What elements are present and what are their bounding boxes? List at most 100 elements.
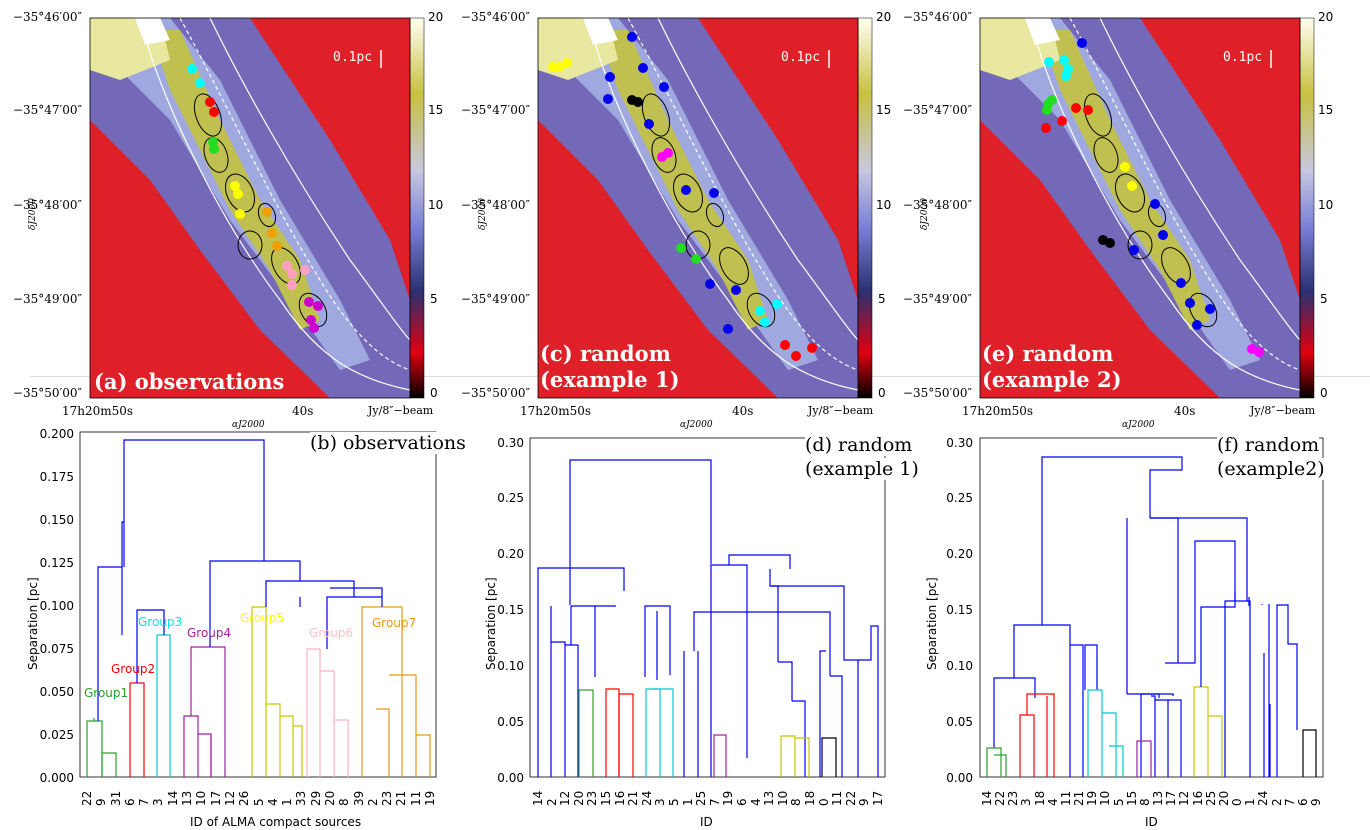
id-tick-label: 15 [1124, 790, 1139, 806]
map-a-ytick-2: −35°48′00″ [12, 198, 82, 212]
id-tick-label: 14 [165, 790, 180, 806]
group3-label: Group3 [138, 615, 183, 629]
map-e-cbar-15: 15 [1318, 103, 1334, 117]
dendro-d-ytick-3: 0.15 [497, 603, 524, 617]
map-a-yaxis-label: δJ2000 [28, 198, 38, 230]
map-c-cbar-5: 5 [878, 292, 886, 306]
id-tick-label: 3 [151, 798, 166, 806]
id-tick-label: 7 [137, 798, 152, 806]
id-tick-label: 12 [558, 790, 573, 806]
map-e-cbar-0: 0 [1320, 386, 1328, 400]
dendro-f-xlabel: ID [1145, 815, 1158, 829]
dendro-d-xlabel: ID [700, 815, 713, 829]
id-tick-label: 10 [1098, 790, 1113, 806]
id-tick-label: 6 [1295, 798, 1310, 806]
id-tick-label: 8 [1137, 798, 1152, 806]
id-tick-label: 20 [571, 790, 586, 806]
id-tick-label: 4 [265, 798, 280, 806]
group6-label: Group6 [309, 626, 354, 640]
group2-label: Group2 [111, 662, 156, 676]
dendro-d-ytick-5: 0.25 [497, 491, 524, 505]
dendro-d-ytick-2: 0.10 [497, 659, 524, 673]
dendro-f-ytick-2: 0.10 [946, 659, 973, 673]
dendro-b-title: (b) observations [310, 432, 466, 454]
dendro-f-ytick-4: 0.20 [946, 547, 973, 561]
dendrogram-panel-f: 0.00 0.05 0.10 0.15 0.20 0.25 0.30 Separ… [895, 430, 1345, 830]
map-c-ytick-0: −35°46′00″ [460, 10, 530, 24]
dendro-f-title-1: (f) random [1217, 434, 1320, 456]
id-tick-label: 9 [1309, 798, 1323, 806]
id-tick-label: 9 [94, 798, 109, 806]
id-tick-label: 3 [1019, 798, 1034, 806]
map-a-cbar-0: 0 [430, 386, 438, 400]
id-tick-label: 20 [322, 790, 337, 806]
id-tick-label: 4 [1045, 798, 1060, 806]
dendrogram-b-plot [79, 431, 437, 778]
dendro-d-title-1: (d) random [805, 434, 913, 456]
dendro-b-xlabel: ID of ALMA compact sources [190, 815, 362, 829]
id-tick-label: 24 [1256, 790, 1271, 806]
dendro-b-ytick-4: 0.100 [39, 599, 74, 613]
map-c-cbar-10: 10 [876, 198, 892, 212]
id-tick-label: 2 [544, 798, 559, 806]
id-tick-label: 24 [639, 790, 654, 806]
map-a-ytick-1: −35°47′00″ [12, 103, 82, 117]
dendro-b-ytick-5: 0.125 [39, 556, 74, 570]
map-e-cbar-unit: Jy/8″−beam [1250, 404, 1316, 417]
id-tick-label: 15 [599, 790, 613, 806]
id-tick-label: 39 [351, 790, 366, 806]
map-a-cbar-10: 10 [428, 198, 444, 212]
id-tick-label: 6 [122, 798, 137, 806]
id-tick-label: 6 [735, 798, 749, 806]
dendro-b-ytick-1: 0.025 [39, 728, 74, 742]
group1-label: Group1 [84, 686, 129, 700]
dendro-f-ytick-0: 0.00 [946, 771, 973, 785]
group7-label: Group7 [372, 616, 417, 630]
map-a-ytick-4: −35°50′00″ [12, 386, 82, 400]
id-tick-label: 11 [830, 790, 845, 806]
id-tick-label: 13 [762, 790, 777, 806]
id-tick-label: 2 [365, 798, 380, 806]
dendro-b-ytick-6: 0.150 [39, 513, 74, 527]
dendro-f-ytick-3: 0.15 [946, 603, 973, 617]
id-tick-label: 3 [653, 798, 668, 806]
id-tick-label: 14 [980, 790, 994, 806]
map-c-xtick-1: 40s [732, 404, 754, 418]
id-tick-label: 2 [1269, 798, 1284, 806]
id-tick-label: 16 [1190, 790, 1205, 806]
id-tick-label: 5 [1111, 798, 1126, 806]
id-tick-label: 8 [789, 798, 804, 806]
id-tick-label: 29 [308, 790, 323, 806]
map-e-xtick-0: 17h20m50s [962, 404, 1034, 418]
map-c-panel-label-2: (example 1) [540, 367, 680, 392]
map-c-ytick-1: −35°47′00″ [460, 103, 530, 117]
id-tick-label: 21 [1072, 790, 1087, 806]
id-tick-label: 7 [707, 798, 722, 806]
id-tick-label: 13 [1151, 790, 1166, 806]
id-tick-label: 23 [585, 790, 600, 806]
id-tick-label: 33 [294, 790, 309, 806]
map-c-yaxis-label: δJ2000 [478, 198, 488, 230]
dendro-d-ylabel: Separation [pc] [484, 577, 498, 670]
dendrogram-f-plot [979, 437, 1324, 778]
map-panel-a: −35°46′00″ −35°47′00″ −35°48′00″ −35°49′… [0, 0, 450, 430]
id-tick-label: 12 [1177, 790, 1192, 806]
group5-label: Group5 [240, 611, 285, 625]
map-a-sources [187, 64, 323, 333]
dendro-b-ytick-7: 0.175 [39, 470, 74, 484]
dendro-d-ytick-1: 0.05 [497, 715, 524, 729]
map-e-xtick-1: 40s [1174, 404, 1196, 418]
map-e-ytick-2: −35°48′00″ [902, 198, 972, 212]
id-tick-label: 20 [1216, 790, 1231, 806]
map-e-image [979, 17, 1315, 399]
map-a-cbar-15: 15 [428, 103, 444, 117]
map-c-sources [548, 32, 817, 361]
id-tick-label: 10 [775, 790, 790, 806]
map-c-ytick-4: −35°50′00″ [460, 386, 530, 400]
map-a-cbar-5: 5 [430, 292, 438, 306]
id-tick-label: 11 [408, 790, 423, 806]
map-a-image [89, 17, 425, 399]
map-panel-e: −35°46′00″ −35°47′00″ −35°48′00″ −35°49′… [890, 0, 1340, 430]
id-tick-label: 7 [1282, 798, 1297, 806]
map-a-xtick-1: 40s [292, 404, 314, 418]
